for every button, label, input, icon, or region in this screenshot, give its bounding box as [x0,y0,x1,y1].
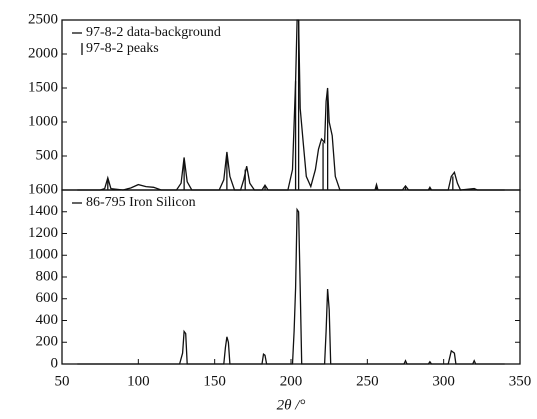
y-tick-label: 2000 [28,45,58,61]
y-tick-label: 400 [36,312,59,328]
x-axis-label: 2θ /° [277,397,306,413]
y-tick-label: 1400 [28,203,58,219]
x-tick-label: 200 [280,373,303,389]
y-tick-label: 2500 [28,11,58,27]
y-tick-label: 1000 [28,247,58,263]
legend-label: 97-8-2 peaks [86,41,159,56]
x-tick-label: 150 [203,373,226,389]
y-tick-label: 600 [36,290,59,306]
data-line [77,207,505,365]
y-tick-label: 1600 [28,181,58,197]
y-tick-label: 1200 [28,225,58,241]
y-tick-label: 500 [36,147,59,163]
legend-label: 86-795 Iron Silicon [86,195,196,210]
y-tick-label: 0 [51,355,59,371]
legend-label: 97-8-2 data-background [86,25,221,40]
y-tick-label: 800 [36,268,59,284]
plot-frame [61,189,521,365]
x-tick-label: 350 [509,373,532,389]
x-tick-label: 300 [432,373,455,389]
x-tick-label: 250 [356,373,379,389]
x-tick-label: 50 [55,373,70,389]
y-tick-label: 1000 [28,113,58,129]
y-tick-label: 1500 [28,79,58,95]
y-tick-label: 200 [36,334,59,350]
x-tick-label: 100 [127,373,150,389]
